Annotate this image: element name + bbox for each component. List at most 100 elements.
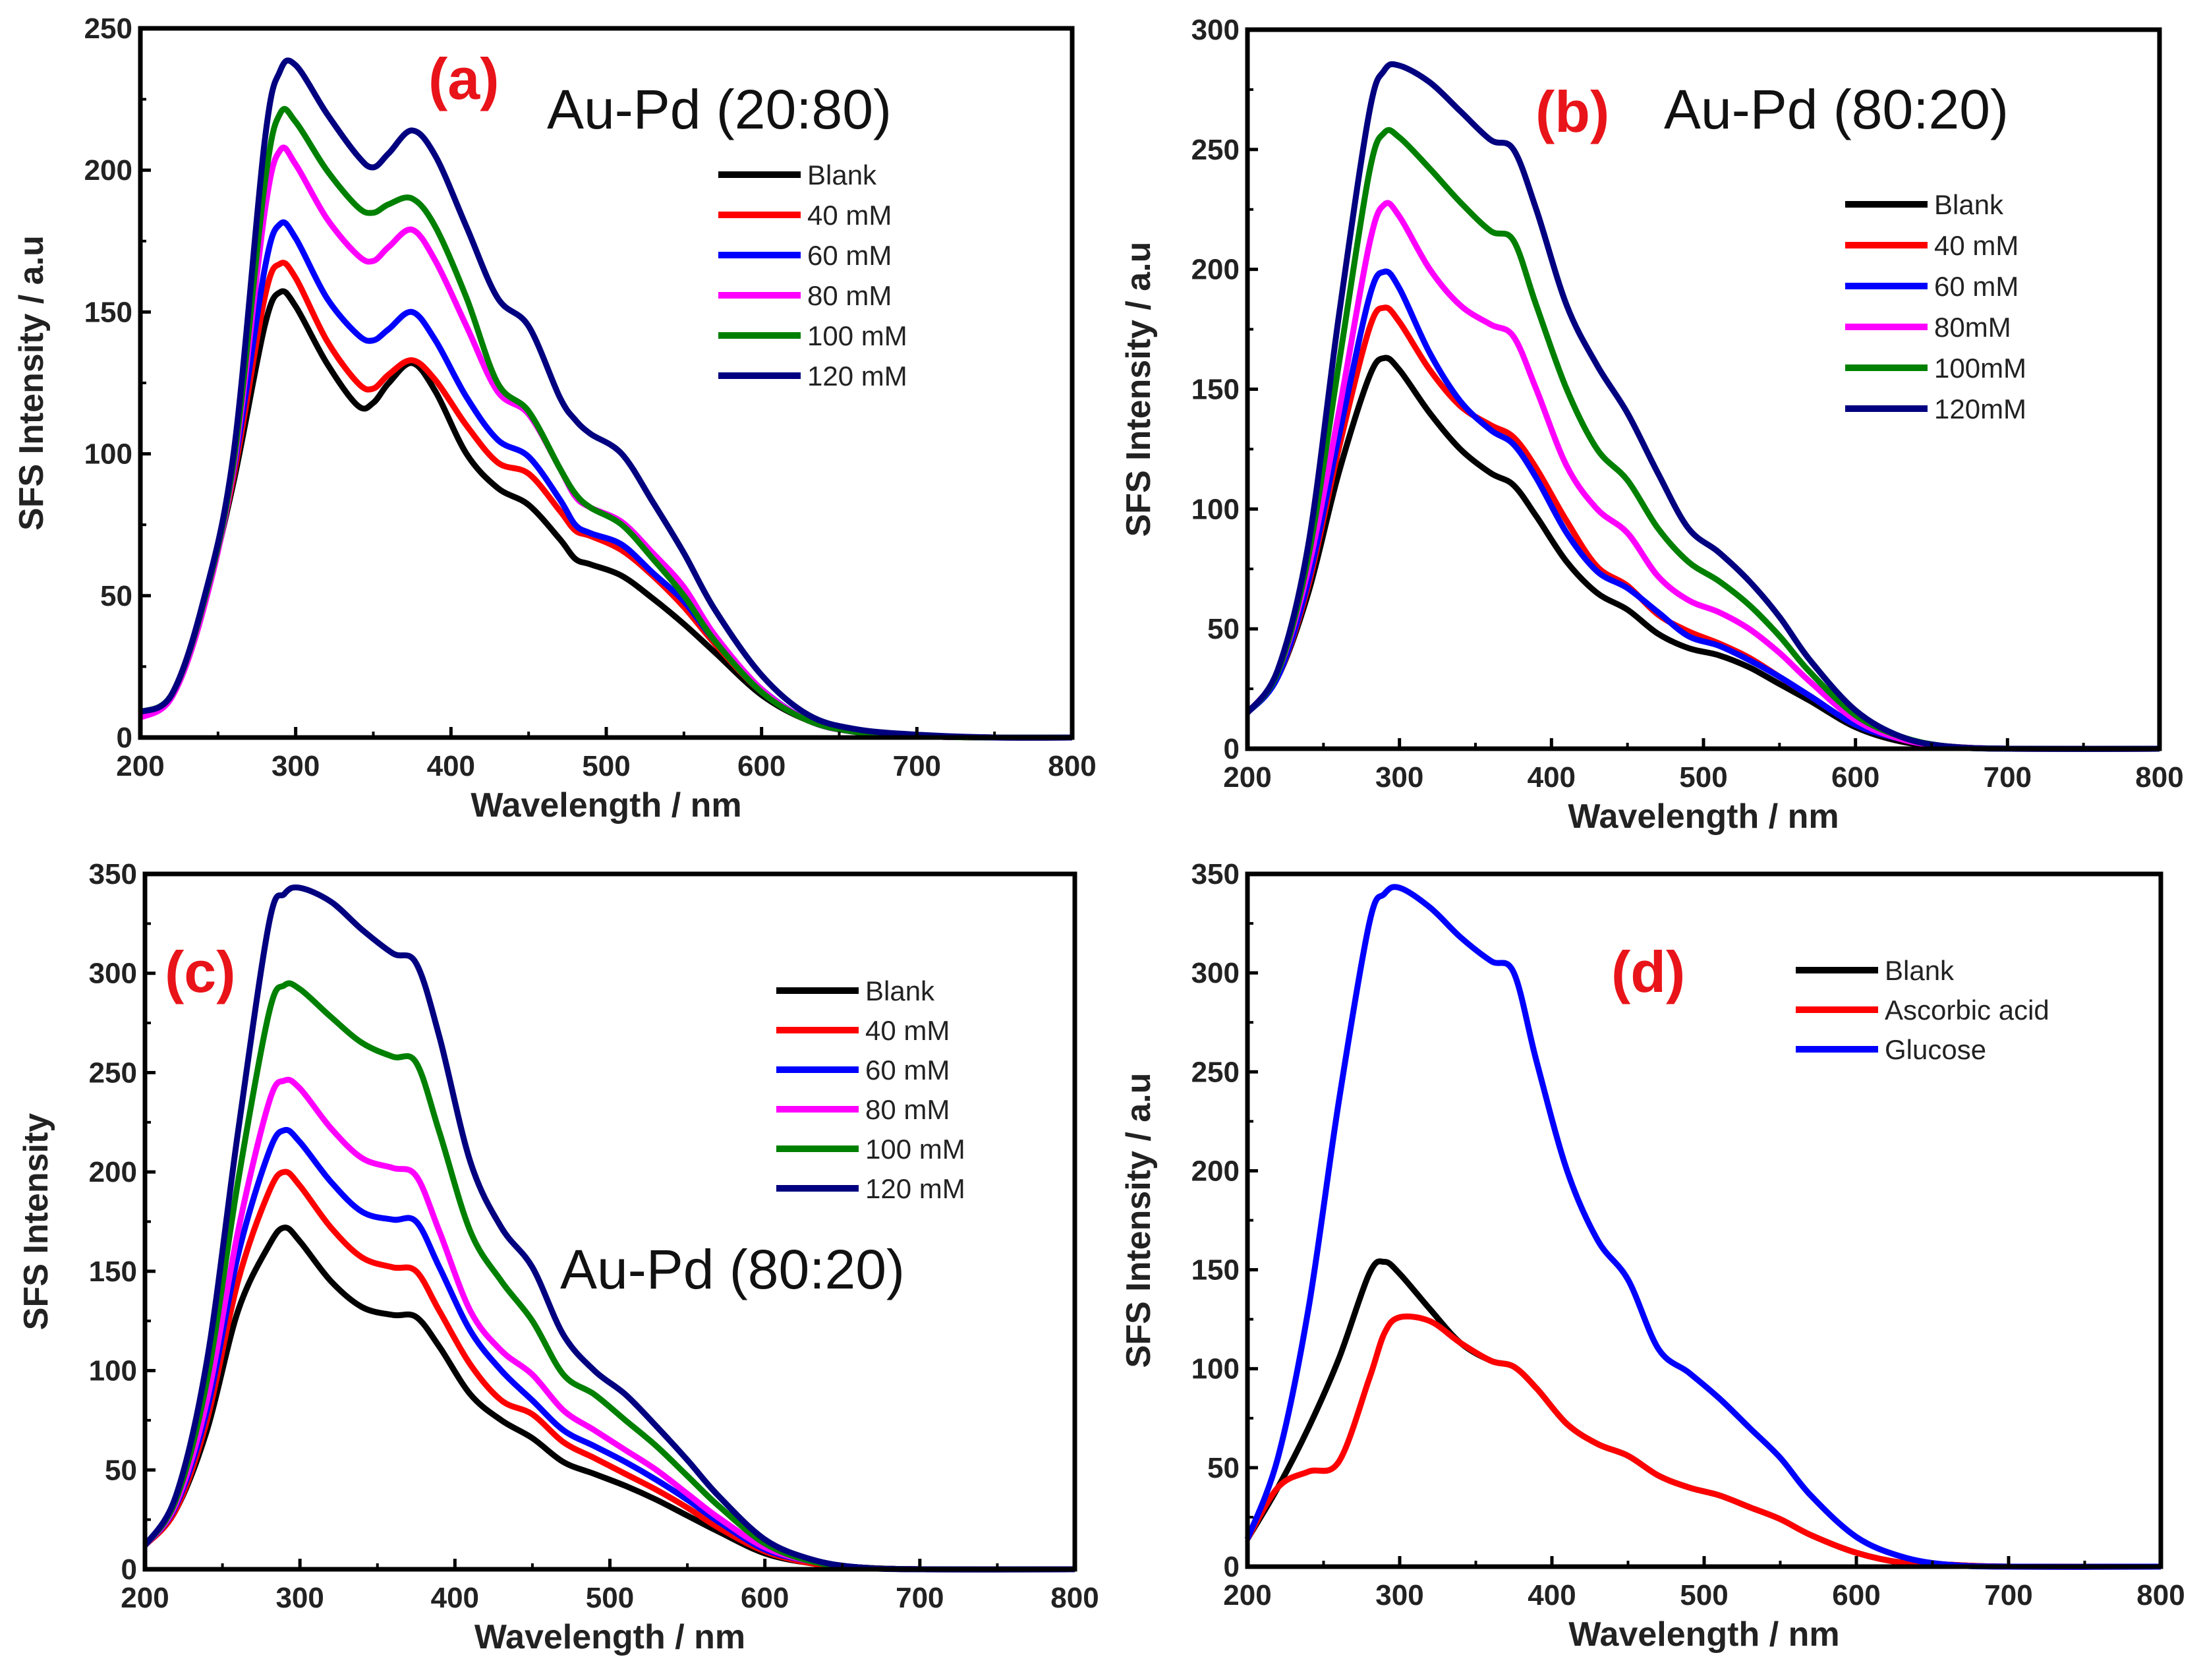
x-tick-label: 400	[1528, 1579, 1576, 1611]
legend-label: 100 mM	[807, 320, 907, 351]
series-line-120mm	[1245, 61, 2160, 752]
y-tick-label: 150	[89, 1256, 137, 1288]
legend-label: 100mM	[1934, 353, 2026, 384]
y-tick-label: 200	[1191, 254, 1240, 286]
y-tick-label: 100	[1191, 493, 1240, 525]
legend-label: 60 mM	[807, 240, 892, 271]
legend-label: 40 mM	[865, 1015, 950, 1046]
series-line-80mm	[1245, 200, 2160, 752]
x-tick-label: 400	[427, 750, 475, 782]
legend-label: 120 mM	[807, 361, 907, 391]
x-tick-label: 700	[1984, 1579, 2032, 1611]
x-tick-label: 200	[1223, 1579, 1271, 1611]
x-tick-label: 600	[1832, 1579, 1880, 1611]
legend-label: Blank	[1885, 955, 1955, 986]
panel-label: (b)	[1535, 79, 1609, 144]
y-tick-label: 50	[100, 580, 132, 612]
x-axis-title: Wavelength / nm	[471, 786, 741, 825]
series-line-100-mm	[142, 980, 1075, 1573]
y-tick-label: 250	[84, 13, 132, 45]
legend-label: 60 mM	[865, 1055, 950, 1086]
legend-label: 80 mM	[807, 280, 892, 311]
x-axis-title: Wavelength / nm	[1568, 1615, 1839, 1654]
x-tick-label: 500	[582, 750, 630, 782]
y-tick-label: 50	[1207, 1452, 1240, 1484]
y-tick-label: 50	[1207, 613, 1240, 645]
composition-annotation: Au-Pd (20:80)	[547, 78, 892, 140]
x-tick-label: 400	[1528, 761, 1576, 794]
series-line-100mm	[1245, 127, 2160, 752]
panel-label: (c)	[165, 939, 236, 1004]
x-tick-label: 800	[1048, 750, 1096, 782]
x-tick-label: 500	[1679, 761, 1727, 794]
series-line-60-mm	[138, 219, 1073, 741]
y-tick-label: 300	[89, 958, 137, 990]
x-tick-label: 300	[272, 750, 320, 782]
x-tick-label: 800	[2135, 761, 2183, 794]
y-tick-label: 250	[1191, 1056, 1240, 1088]
y-tick-label: 50	[105, 1454, 137, 1486]
y-tick-label: 100	[89, 1355, 137, 1387]
chart-panel-b: 200 300 400 500 600 700 800 0 50 100 150 200 250 300 W…	[1120, 14, 2184, 836]
series-line-40-mm	[138, 260, 1073, 741]
x-tick-label: 200	[116, 750, 164, 782]
x-tick-label: 700	[896, 1582, 944, 1614]
x-tick-label: 300	[1375, 1579, 1423, 1611]
series-line-blank	[1245, 1258, 2161, 1570]
legend-label: 100 mM	[865, 1134, 965, 1165]
panel-label: (a)	[428, 46, 500, 111]
x-tick-label: 800	[1050, 1582, 1099, 1614]
series-line-ascorbic-acid	[1245, 1313, 2161, 1570]
x-axis-title: Wavelength / nm	[474, 1618, 745, 1656]
y-tick-label: 350	[1191, 858, 1240, 890]
y-tick-label: 250	[1191, 134, 1240, 166]
legend-label: 80 mM	[865, 1094, 950, 1125]
y-tick-label: 150	[84, 296, 132, 328]
y-axis-title: SFS Intensity	[17, 1113, 55, 1330]
legend-label: Blank	[807, 159, 877, 190]
legend-label: 120 mM	[865, 1173, 965, 1204]
series-line-glucose	[1244, 884, 2161, 1570]
y-tick-label: 250	[89, 1057, 137, 1089]
y-tick-label: 200	[1191, 1155, 1240, 1187]
legend-label: Ascorbic acid	[1885, 995, 2049, 1026]
series-line-120-mm	[138, 57, 1073, 741]
legend-label: Blank	[1934, 189, 2004, 220]
x-tick-label: 300	[1375, 761, 1423, 794]
y-tick-label: 350	[89, 858, 137, 890]
legend-label: 80mM	[1934, 312, 2011, 343]
chart-panel-d: 200 300 400 500 600 700 800 0 50 100 150 200 250 300 3…	[1120, 858, 2185, 1654]
y-tick-label: 300	[1191, 14, 1240, 46]
x-tick-label: 700	[893, 750, 941, 782]
y-tick-label: 0	[1224, 1551, 1240, 1583]
chart-panel-c: 200 300 400 500 600 700 800 0 50 100 150 200 250 300 3…	[17, 858, 1099, 1656]
y-tick-label: 0	[117, 722, 132, 754]
x-tick-label: 200	[1223, 761, 1271, 794]
chart-panel-a: 200 300 400 500 600 700 800 0 50 100 150 200 250 Wave…	[13, 13, 1097, 825]
plot-frame	[1245, 871, 2163, 1569]
composition-annotation: Au-Pd (80:20)	[1664, 78, 2009, 140]
y-tick-label: 200	[84, 154, 132, 187]
x-tick-label: 700	[1984, 761, 2032, 794]
legend-label: 40 mM	[1934, 230, 2018, 261]
y-tick-label: 100	[1191, 1353, 1240, 1385]
x-tick-label: 300	[275, 1582, 324, 1614]
x-tick-label: 400	[431, 1582, 479, 1614]
legend-label: 60 mM	[1934, 271, 2018, 302]
x-tick-label: 600	[737, 750, 786, 782]
composition-annotation: Au-Pd (80:20)	[560, 1238, 905, 1300]
series-line-60-mm	[1245, 268, 2160, 752]
x-tick-label: 600	[741, 1582, 789, 1614]
x-tick-label: 800	[2136, 1579, 2185, 1611]
series-line-40-mm	[142, 1169, 1075, 1573]
x-tick-label: 500	[586, 1582, 634, 1614]
y-axis-title: SFS Intensity / a.u	[1120, 1073, 1158, 1368]
y-tick-label: 300	[1191, 957, 1240, 989]
y-tick-label: 0	[1224, 733, 1240, 765]
y-axis-title: SFS Intensity / a.u	[1120, 242, 1158, 537]
series-line-100-mm	[138, 105, 1073, 741]
x-tick-label: 600	[1831, 761, 1879, 794]
legend-label: Glucose	[1885, 1034, 1986, 1065]
y-axis-title: SFS Intensity / a.u	[13, 235, 51, 531]
